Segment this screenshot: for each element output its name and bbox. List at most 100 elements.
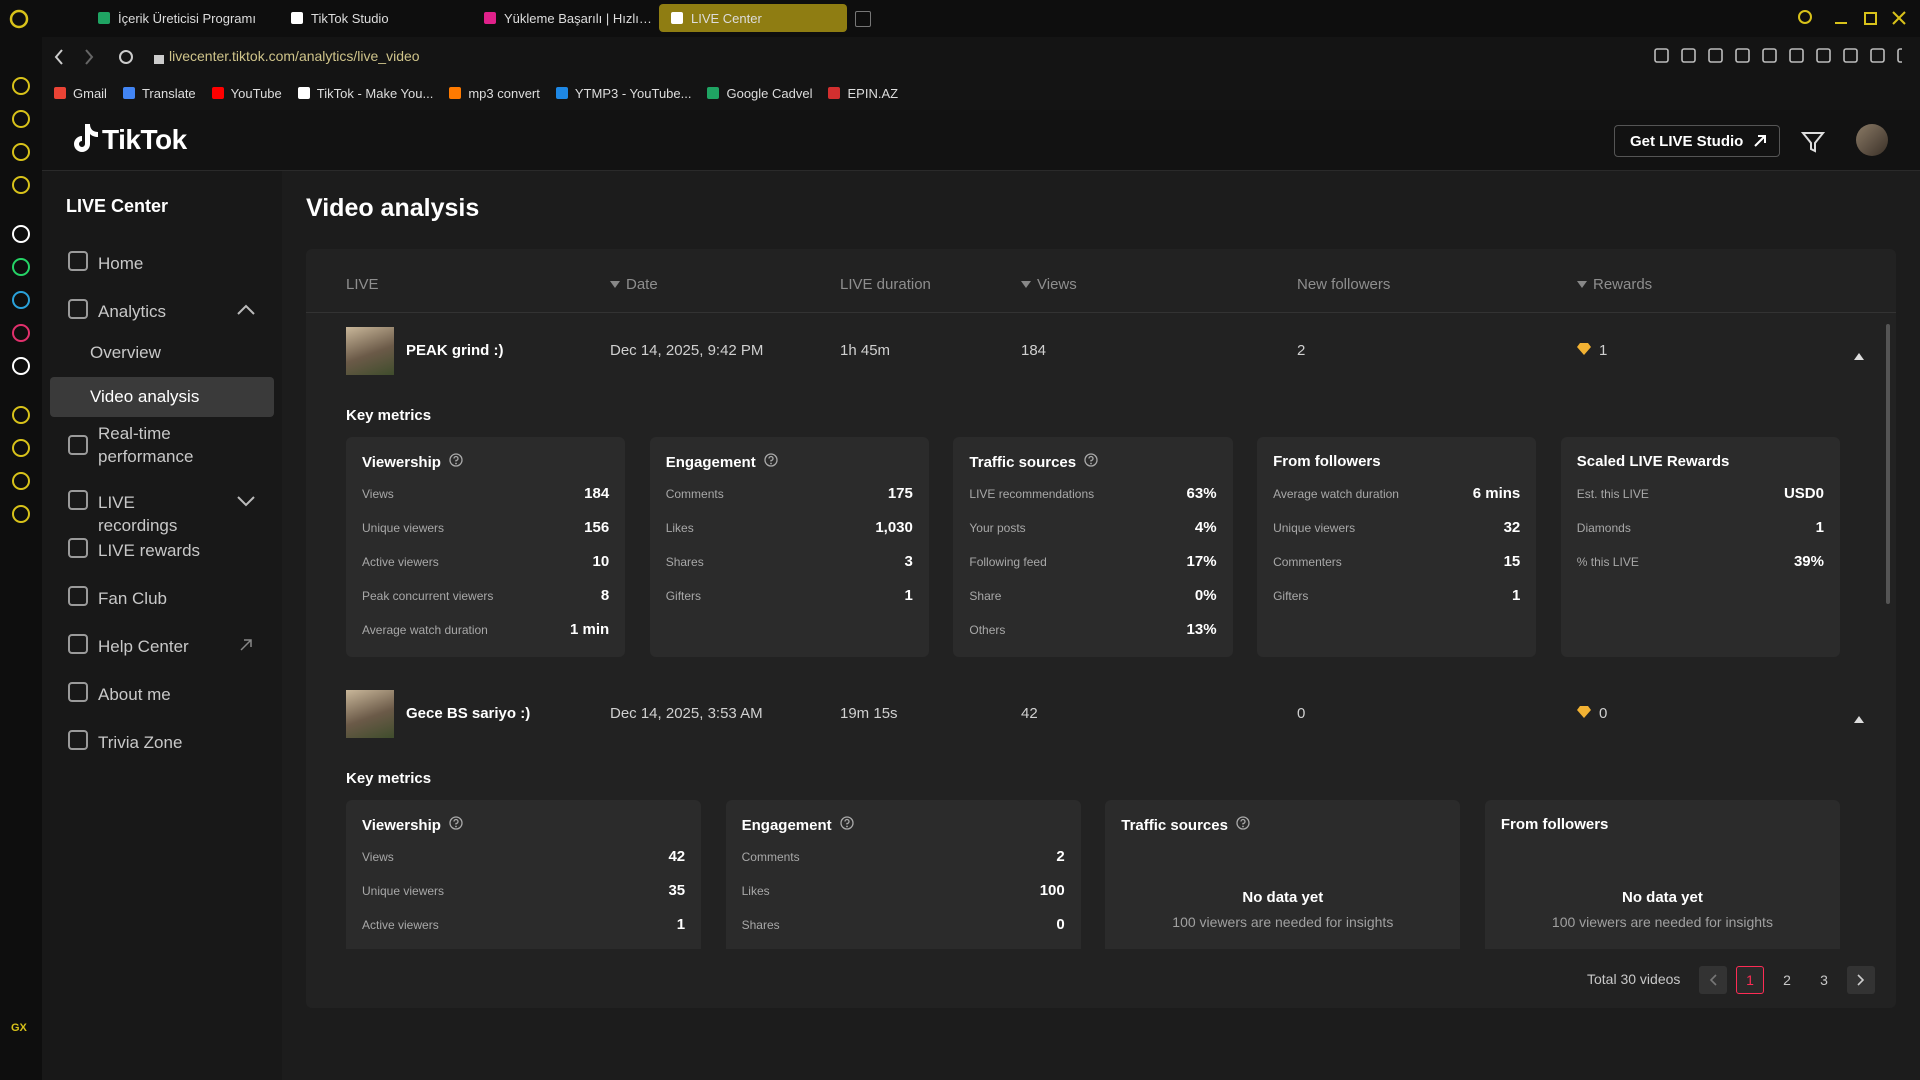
nav-item[interactable]: Real-time performance bbox=[50, 418, 274, 472]
nav-subitem[interactable]: Overview bbox=[50, 333, 274, 373]
sidebar-app[interactable] bbox=[12, 176, 30, 194]
metric-card: Scaled LIVE Rewards Est. this LIVE USD0 Dia… bbox=[1560, 437, 1840, 657]
sidebar-app[interactable] bbox=[12, 291, 30, 309]
next-page[interactable] bbox=[1847, 966, 1875, 994]
new-tab[interactable] bbox=[855, 11, 871, 27]
bookmark[interactable]: Google Cadvel bbox=[707, 86, 812, 101]
bookmark[interactable]: TikTok - Make You... bbox=[297, 86, 433, 101]
cell-text: 1h 45m bbox=[840, 342, 891, 359]
tab[interactable]: İçerik Üreticisi Programı bbox=[86, 4, 274, 32]
metric-label: Views bbox=[362, 487, 394, 501]
nav-buttons[interactable] bbox=[54, 47, 164, 67]
bookmark[interactable]: Translate bbox=[122, 86, 196, 101]
card-title: From followers bbox=[1273, 453, 1381, 470]
bookmark[interactable]: YTMP3 - YouTube... bbox=[555, 86, 691, 101]
nav-sublabel: Overview bbox=[90, 343, 161, 362]
sidebar-app[interactable] bbox=[12, 258, 30, 276]
tab[interactable]: LIVE Center bbox=[659, 4, 847, 32]
nav-item[interactable]: LIVE rewards bbox=[50, 524, 274, 572]
nav-item[interactable]: Help Center bbox=[50, 620, 274, 668]
bookmark[interactable]: mp3 convert bbox=[449, 86, 540, 101]
nav-label: Analytics bbox=[98, 302, 167, 321]
help-icon[interactable] bbox=[764, 453, 778, 471]
help-icon[interactable] bbox=[839, 816, 854, 834]
tab[interactable]: TikTok Studio bbox=[279, 4, 467, 32]
sidebar-app[interactable] bbox=[12, 110, 30, 128]
empty-title: No data yet bbox=[1242, 889, 1324, 906]
nav-item[interactable]: LIVE recordings bbox=[50, 476, 274, 535]
column-header[interactable]: Views bbox=[1021, 276, 1077, 293]
nav-item[interactable]: Trivia Zone bbox=[50, 716, 274, 764]
nav-label: Home bbox=[98, 254, 144, 273]
metric-value: 10 bbox=[592, 553, 610, 570]
sidebar-app[interactable] bbox=[12, 505, 30, 523]
address-bar: livecenter.tiktok.com/analytics/live_vid… bbox=[42, 37, 1920, 76]
card-title: Engagement bbox=[666, 453, 778, 471]
window-controls bbox=[1798, 10, 1906, 25]
sidebar-app[interactable] bbox=[12, 324, 30, 342]
metric-card: Traffic sources LIVE recommendations 63% Yo… bbox=[953, 437, 1233, 657]
metric-value: 1 min bbox=[570, 621, 610, 638]
metric-value: 1 bbox=[676, 916, 686, 933]
tab[interactable]: Yükleme Başarılı | HızlıRe bbox=[472, 4, 660, 32]
metric-card: Engagement Comments 2 Likes 100 Shares 0 bbox=[725, 800, 1081, 949]
sidebar-title: LIVE Center bbox=[66, 196, 169, 216]
card-title-text: Traffic sources bbox=[1121, 816, 1228, 834]
help-icon[interactable] bbox=[449, 453, 463, 471]
metric-value: 4% bbox=[1194, 519, 1217, 536]
sidebar-app[interactable] bbox=[12, 77, 30, 95]
sidebar-app[interactable] bbox=[12, 406, 30, 424]
page-number: 2 bbox=[1783, 972, 1791, 988]
help-icon[interactable] bbox=[449, 816, 463, 834]
bookmark[interactable]: Gmail bbox=[54, 86, 107, 101]
page-button[interactable]: 2 bbox=[1773, 966, 1801, 994]
sidebar-app[interactable] bbox=[12, 472, 30, 490]
nav-subitem[interactable]: Video analysis bbox=[50, 377, 274, 417]
filter-icon[interactable] bbox=[1801, 130, 1825, 154]
sidebar-app[interactable] bbox=[12, 357, 30, 375]
nav-label: LIVE recordings bbox=[98, 493, 178, 535]
nav-label: Fan Club bbox=[98, 589, 167, 608]
metric-label: Shares bbox=[665, 555, 704, 569]
nav-item[interactable]: Home bbox=[50, 237, 274, 285]
thumbnail bbox=[346, 327, 394, 375]
card-title-text: Viewership bbox=[362, 453, 441, 471]
sidebar-app[interactable] bbox=[12, 225, 30, 243]
nav-item[interactable]: About me bbox=[50, 668, 274, 716]
bookmark[interactable]: YouTube bbox=[211, 86, 282, 101]
collapse-toggle[interactable] bbox=[1854, 347, 1864, 365]
page-button[interactable]: 1 bbox=[1736, 966, 1764, 994]
card-title-text: Engagement bbox=[741, 816, 832, 834]
sidebar-app[interactable] bbox=[12, 143, 30, 161]
metric-value: 6 mins bbox=[1472, 485, 1521, 502]
metric-label: Unique viewers bbox=[362, 521, 445, 535]
card-title: Traffic sources bbox=[969, 453, 1098, 471]
avatar[interactable] bbox=[1856, 124, 1888, 156]
tab-title: LIVE Center bbox=[691, 11, 762, 26]
metric-label: % this LIVE bbox=[1576, 555, 1639, 569]
help-icon[interactable] bbox=[1236, 816, 1250, 834]
row-cell[interactable]: Gece BS sariyo :) bbox=[406, 705, 530, 722]
cell-text: 2 bbox=[1297, 342, 1306, 359]
page-button[interactable]: 3 bbox=[1810, 966, 1838, 994]
nav-item[interactable]: Analytics bbox=[50, 285, 274, 333]
metric-label: Diamonds bbox=[1576, 521, 1631, 535]
nav-item[interactable]: Fan Club bbox=[50, 572, 274, 620]
bookmark[interactable]: EPIN.AZ bbox=[828, 86, 898, 101]
collapse-toggle[interactable] bbox=[1854, 710, 1864, 728]
row-cell[interactable]: PEAK grind :) bbox=[406, 342, 504, 359]
url[interactable]: livecenter.tiktok.com/analytics/live_vid… bbox=[169, 48, 420, 64]
nav-icon bbox=[68, 538, 88, 558]
external-icon bbox=[240, 638, 252, 656]
column-header[interactable]: Rewards bbox=[1577, 276, 1652, 293]
prev-page[interactable] bbox=[1699, 966, 1727, 994]
column-header[interactable]: Date bbox=[610, 276, 658, 293]
help-icon[interactable] bbox=[1084, 453, 1098, 471]
toolbar-icons[interactable] bbox=[1652, 46, 1912, 71]
key-metrics-title: Key metrics bbox=[346, 407, 432, 424]
nav-icon bbox=[68, 730, 88, 750]
metric-value: 39% bbox=[1793, 553, 1824, 570]
get-live-studio-button[interactable]: Get LIVE Studio bbox=[1614, 125, 1780, 157]
sidebar-app[interactable] bbox=[12, 439, 30, 457]
key-metrics-title: Key metrics bbox=[346, 770, 432, 787]
